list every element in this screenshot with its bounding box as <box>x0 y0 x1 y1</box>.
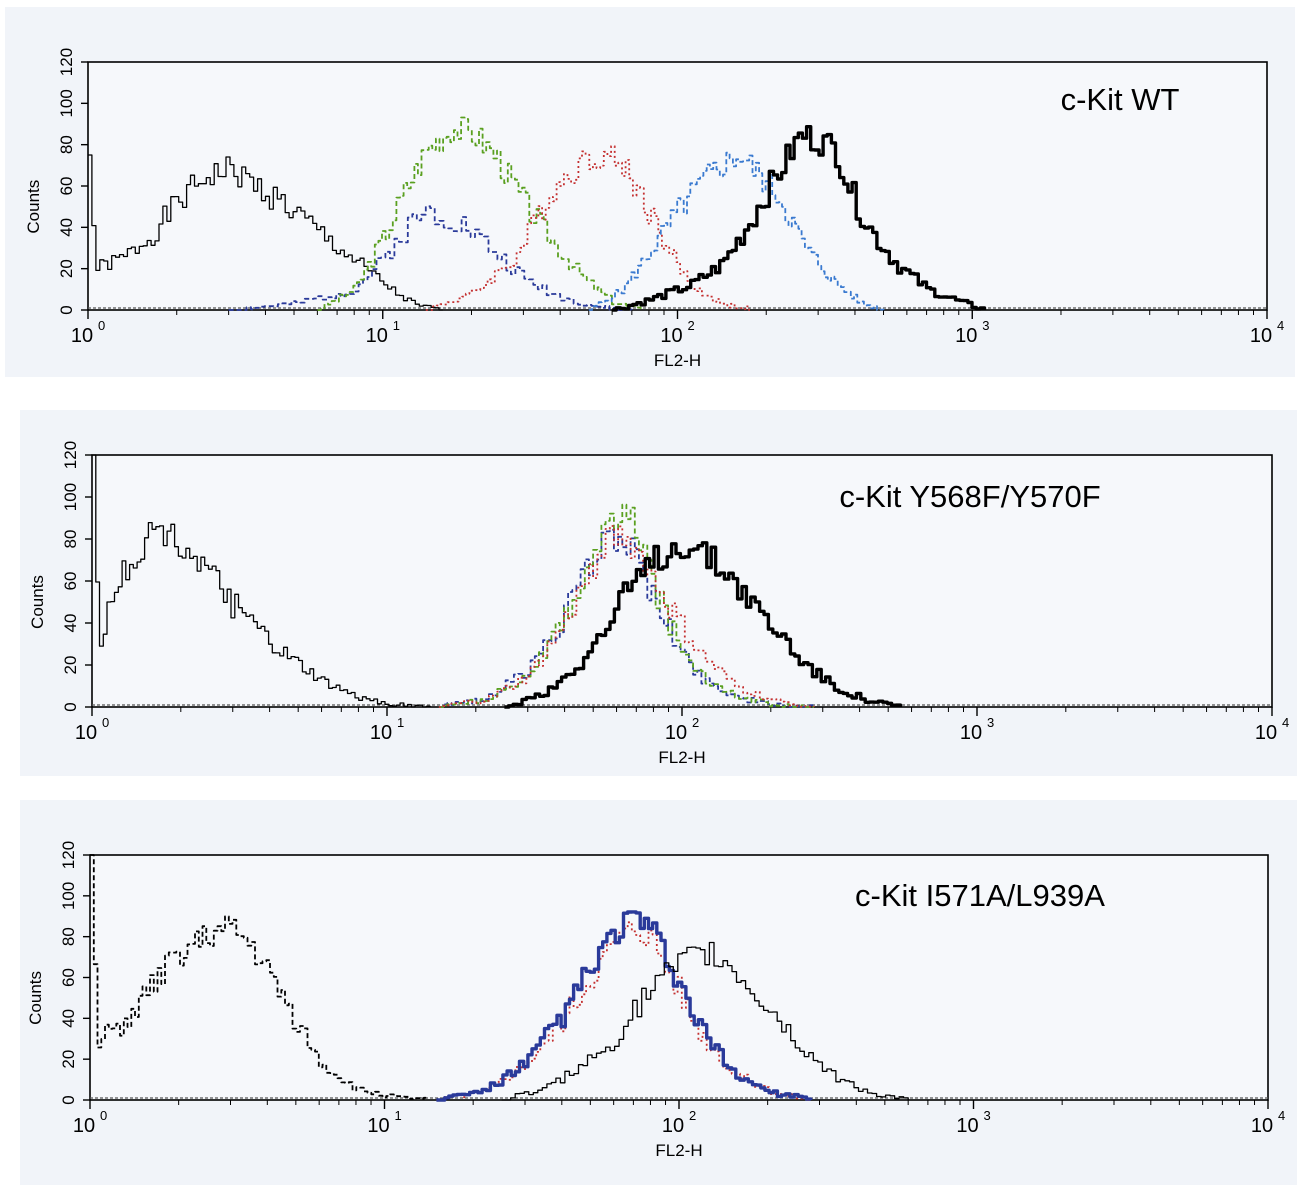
x-tick-exponent: 4 <box>1282 715 1289 730</box>
histogram-series <box>501 941 909 1101</box>
y-tick-label: 0 <box>61 702 80 711</box>
panel-title: c-Kit WT <box>1061 82 1180 117</box>
histogram-series <box>317 116 642 311</box>
histogram-series <box>504 541 903 709</box>
histogram-series <box>92 454 431 708</box>
y-tick-label: 120 <box>59 841 78 869</box>
histogram-series <box>228 205 633 311</box>
x-tick-exponent: 0 <box>98 318 105 333</box>
histogram-chart-i571a-l939a: 10 0 10 1 10 2 10 3 10 4020406080100120FL2-HCount… <box>20 800 1297 1185</box>
histogram-chart-y568f-y570f: 10 0 10 1 10 2 10 3 10 4020406080100120FL2-HCount… <box>20 410 1297 776</box>
y-tick-label: 100 <box>59 882 78 910</box>
histogram-series <box>436 910 813 1102</box>
x-tick-exponent: 3 <box>984 1108 991 1123</box>
plot-frame <box>87 61 1268 311</box>
y-tick-label: 60 <box>57 177 76 196</box>
y-tick-label: 80 <box>57 135 76 154</box>
x-tick-label: 10 <box>665 722 687 744</box>
histogram-series <box>90 854 429 1101</box>
histogram-series <box>612 125 987 312</box>
y-tick-label: 0 <box>59 1095 78 1104</box>
x-tick-label: 10 <box>662 1115 684 1137</box>
y-tick-label: 40 <box>57 218 76 237</box>
x-tick-exponent: 3 <box>987 715 994 730</box>
y-tick-label: 20 <box>59 1050 78 1069</box>
x-tick-exponent: 4 <box>1277 318 1284 333</box>
x-tick-label: 10 <box>366 325 388 347</box>
y-tick-label: 120 <box>57 48 76 76</box>
y-tick-label: 40 <box>61 614 80 633</box>
y-tick-label: 60 <box>61 572 80 591</box>
x-tick-exponent: 1 <box>395 1108 402 1123</box>
x-axis-label: FL2-H <box>655 1141 702 1160</box>
plot-frame <box>91 454 1273 708</box>
y-axis-label: Counts <box>26 971 45 1025</box>
x-axis-label: FL2-H <box>658 748 705 767</box>
y-tick-label: 120 <box>61 441 80 469</box>
x-tick-label: 10 <box>955 325 977 347</box>
x-tick-exponent: 2 <box>688 318 695 333</box>
x-tick-label: 10 <box>370 722 392 744</box>
y-axis-label: Counts <box>24 180 43 234</box>
histogram-series <box>425 145 753 311</box>
x-tick-label: 10 <box>660 325 682 347</box>
x-tick-label: 10 <box>73 1115 95 1137</box>
x-axis-label: FL2-H <box>654 351 701 370</box>
x-tick-label: 10 <box>71 325 93 347</box>
histogram-series <box>436 921 811 1101</box>
x-tick-exponent: 0 <box>102 715 109 730</box>
histogram-series <box>438 525 815 708</box>
x-tick-label: 10 <box>367 1115 389 1137</box>
x-tick-label: 10 <box>1251 1115 1273 1137</box>
x-tick-label: 10 <box>960 722 982 744</box>
panel-title: c-Kit Y568F/Y570F <box>839 479 1100 514</box>
x-tick-exponent: 4 <box>1278 1108 1285 1123</box>
y-tick-label: 100 <box>57 89 76 117</box>
x-tick-exponent: 1 <box>397 715 404 730</box>
panel-title: c-Kit I571A/L939A <box>855 878 1105 913</box>
histogram-series <box>438 503 814 708</box>
x-tick-exponent: 2 <box>692 715 699 730</box>
x-tick-exponent: 3 <box>982 318 989 333</box>
y-axis-label: Counts <box>28 575 47 629</box>
y-tick-label: 100 <box>61 483 80 511</box>
panel-y568f-y570f: 10 0 10 1 10 2 10 3 10 4 0 20 40 60 80 100 120 FL2-H Count… <box>20 410 1297 776</box>
histogram-series <box>588 151 885 311</box>
y-tick-label: 0 <box>57 305 76 314</box>
x-tick-label: 10 <box>956 1115 978 1137</box>
histogram-chart-wt: 10 0 10 1 10 2 10 3 10 4020406080100120FL2-HCount… <box>5 7 1295 377</box>
histogram-series <box>88 154 443 311</box>
y-tick-label: 80 <box>61 530 80 549</box>
x-tick-exponent: 1 <box>393 318 400 333</box>
y-tick-label: 60 <box>59 968 78 987</box>
x-tick-exponent: 0 <box>100 1108 107 1123</box>
y-tick-label: 20 <box>61 656 80 675</box>
panel-wt: 10 0 10 1 10 2 10 3 10 4 0 20 40 60 80 100 120 FL2-H Count… <box>5 7 1295 377</box>
x-tick-label: 10 <box>1255 722 1277 744</box>
y-tick-label: 20 <box>57 259 76 278</box>
x-tick-label: 10 <box>1250 325 1272 347</box>
x-tick-label: 10 <box>75 722 97 744</box>
y-tick-label: 40 <box>59 1009 78 1028</box>
panel-i571a-l939a: 10 0 10 1 10 2 10 3 10 4 0 20 40 60 80 100 120 FL2-H Count… <box>20 800 1297 1185</box>
y-tick-label: 80 <box>59 927 78 946</box>
x-tick-exponent: 2 <box>689 1108 696 1123</box>
